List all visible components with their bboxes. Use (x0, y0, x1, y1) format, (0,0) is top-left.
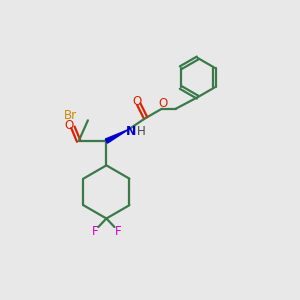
Text: Br: Br (64, 109, 77, 122)
Text: F: F (92, 225, 98, 238)
Text: O: O (65, 119, 74, 132)
Text: O: O (158, 97, 168, 110)
Text: N: N (126, 125, 136, 138)
Text: H: H (137, 125, 146, 138)
Text: O: O (132, 95, 142, 108)
Text: F: F (115, 225, 121, 238)
Polygon shape (105, 130, 128, 143)
